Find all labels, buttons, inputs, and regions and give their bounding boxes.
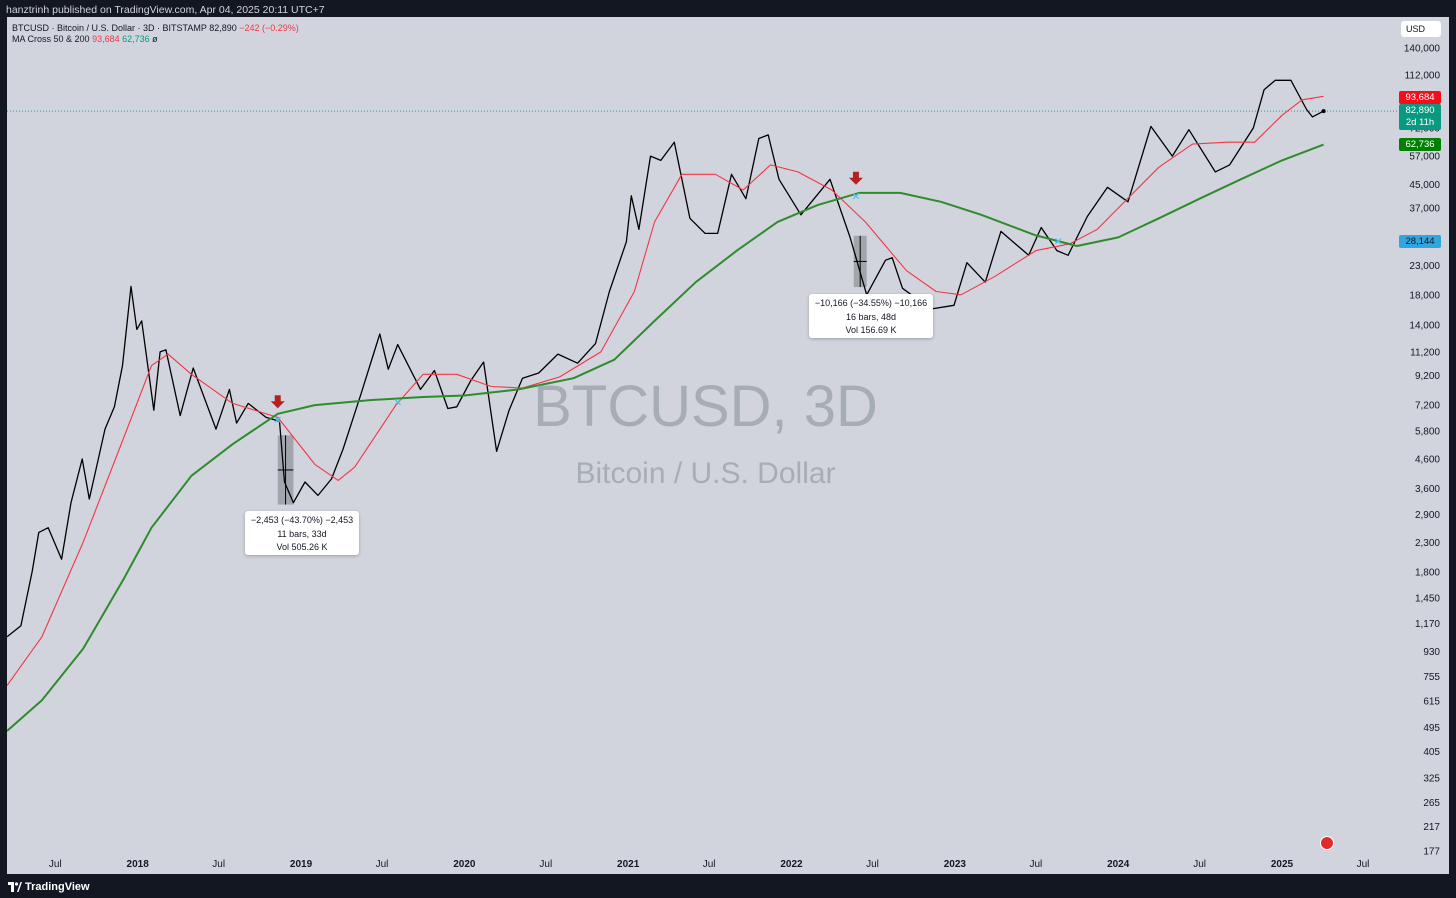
measure-bars: 11 bars, 33d xyxy=(277,528,327,539)
x-tick-label: 2019 xyxy=(290,859,313,870)
x-tick-label: Jul xyxy=(539,859,552,870)
y-tick-label: 615 xyxy=(1423,697,1440,708)
y-tick-label: 177 xyxy=(1423,847,1440,858)
cross-marker-icon: × xyxy=(1054,235,1063,248)
x-tick-label: Jul xyxy=(1193,859,1206,870)
y-tick-label: 217 xyxy=(1423,822,1440,833)
cross-marker-icon: × xyxy=(273,413,282,426)
publisher-line: hanztrinh published on TradingView.com, … xyxy=(6,4,325,16)
y-tick-label: 930 xyxy=(1423,647,1440,658)
cross-marker-icon: × xyxy=(393,395,402,408)
y-tick-label: 755 xyxy=(1423,672,1440,683)
y-tick-label: 2,900 xyxy=(1415,510,1440,521)
sell-arrow-icon xyxy=(270,395,285,409)
y-tick-label: 23,000 xyxy=(1409,261,1440,272)
y-tick-label: 325 xyxy=(1423,773,1440,784)
series-btcusd xyxy=(7,79,1324,638)
sell-arrow-icon xyxy=(848,171,863,185)
eye-off-icon[interactable]: ø xyxy=(152,34,158,44)
y-tick-label: 4,600 xyxy=(1415,455,1440,466)
y-tick-label: 1,450 xyxy=(1415,593,1440,604)
ma200-value: 62,736 xyxy=(122,34,150,44)
symbol-legend[interactable]: BTCUSD · Bitcoin / U.S. Dollar · 3D · BI… xyxy=(12,23,299,34)
y-tick-label: 2,300 xyxy=(1415,538,1440,549)
ma50-value: 93,684 xyxy=(92,34,120,44)
last-price: 82,890 xyxy=(209,23,237,33)
cross-marker-icon: × xyxy=(851,189,860,202)
measure-bars: 16 bars, 48d xyxy=(845,311,897,322)
x-tick-label: 2018 xyxy=(127,859,150,870)
x-tick-label: Jul xyxy=(866,859,879,870)
currency-button[interactable]: USD xyxy=(1401,21,1441,37)
last-price-dot xyxy=(1321,109,1326,114)
y-tick-label: 1,800 xyxy=(1415,567,1440,578)
x-tick-label: 2024 xyxy=(1107,859,1130,870)
footer-brand[interactable]: TradingView xyxy=(25,881,90,893)
y-tick-label: 11,200 xyxy=(1410,347,1440,358)
series-ma-50 xyxy=(7,95,1324,686)
y-tick-label: 265 xyxy=(1423,798,1440,809)
price-change: −242 (−0.29%) xyxy=(239,23,299,33)
x-tick-label: Jul xyxy=(212,859,225,870)
indicator-legend[interactable]: MA Cross 50 & 200 93,684 62,736 ø xyxy=(12,34,158,45)
y-tick-label: 7,200 xyxy=(1415,401,1440,412)
y-tick-label: 9,200 xyxy=(1415,371,1440,382)
y-tick-label: 45,000 xyxy=(1409,180,1440,191)
chart-svg[interactable]: ××××140,000112,00072,00057,00045,00037,0… xyxy=(7,17,1449,874)
y-tick-label: 1,170 xyxy=(1415,619,1440,630)
y-tick-label: 57,000 xyxy=(1409,152,1440,163)
y-tick-label: 37,000 xyxy=(1409,204,1440,215)
measure-volume: Vol 156.69 K xyxy=(845,325,897,335)
last-price-value: 82,890 xyxy=(1405,105,1435,116)
y-tick-label: 140,000 xyxy=(1404,44,1441,55)
symbol-info: BTCUSD · Bitcoin / U.S. Dollar · 3D · BI… xyxy=(12,23,207,33)
x-tick-label: 2021 xyxy=(617,859,640,870)
x-tick-label: 2022 xyxy=(780,859,803,870)
x-tick-label: 2020 xyxy=(453,859,476,870)
y-tick-label: 5,800 xyxy=(1415,427,1440,438)
ma200-price-badge: 62,736 xyxy=(1399,138,1441,151)
x-tick-label: Jul xyxy=(376,859,389,870)
measure-change: −2,453 (−43.70%) −2,453 xyxy=(250,515,354,525)
y-tick-label: 405 xyxy=(1423,747,1440,758)
y-tick-label: 18,000 xyxy=(1409,290,1440,301)
chart-area[interactable]: ××××140,000112,00072,00057,00045,00037,0… xyxy=(7,17,1449,874)
footer-bar: TradingView xyxy=(0,876,1456,898)
y-tick-label: 112,000 xyxy=(1405,70,1441,81)
bar-countdown: 2d 11h xyxy=(1405,117,1435,128)
watermark-symbol: BTCUSD, 3D xyxy=(533,374,878,439)
x-tick-label: Jul xyxy=(1029,859,1042,870)
x-tick-label: Jul xyxy=(703,859,716,870)
indicator-name: MA Cross 50 & 200 xyxy=(12,34,90,44)
measure-change: −10,166 (−34.55%) −10,166 xyxy=(814,298,928,308)
y-tick-label: 14,000 xyxy=(1409,321,1440,332)
x-tick-label: Jul xyxy=(1357,859,1370,870)
watermark-description: Bitcoin / U.S. Dollar xyxy=(575,457,836,490)
series-ma-200 xyxy=(7,143,1324,732)
measure-label-2: −10,166 (−34.55%) −10,166 16 bars, 48d V… xyxy=(809,294,933,338)
last-price-badge: 82,890 2d 11h xyxy=(1399,104,1441,130)
y-tick-label: 495 xyxy=(1423,723,1440,734)
y-tick-label: 3,600 xyxy=(1415,484,1440,495)
x-tick-label: 2023 xyxy=(944,859,967,870)
x-tick-label: Jul xyxy=(49,859,62,870)
measure-volume: Vol 505.26 K xyxy=(276,542,328,552)
x-tick-label: 2025 xyxy=(1271,859,1294,870)
ma50-price-badge: 93,684 xyxy=(1399,91,1441,104)
cross-price-badge: 28,144 xyxy=(1399,235,1441,248)
measure-label-1: −2,453 (−43.70%) −2,453 11 bars, 33d Vol… xyxy=(245,511,359,555)
us-flag-icon[interactable] xyxy=(1320,836,1334,850)
tradingview-logo-icon[interactable] xyxy=(8,881,22,893)
